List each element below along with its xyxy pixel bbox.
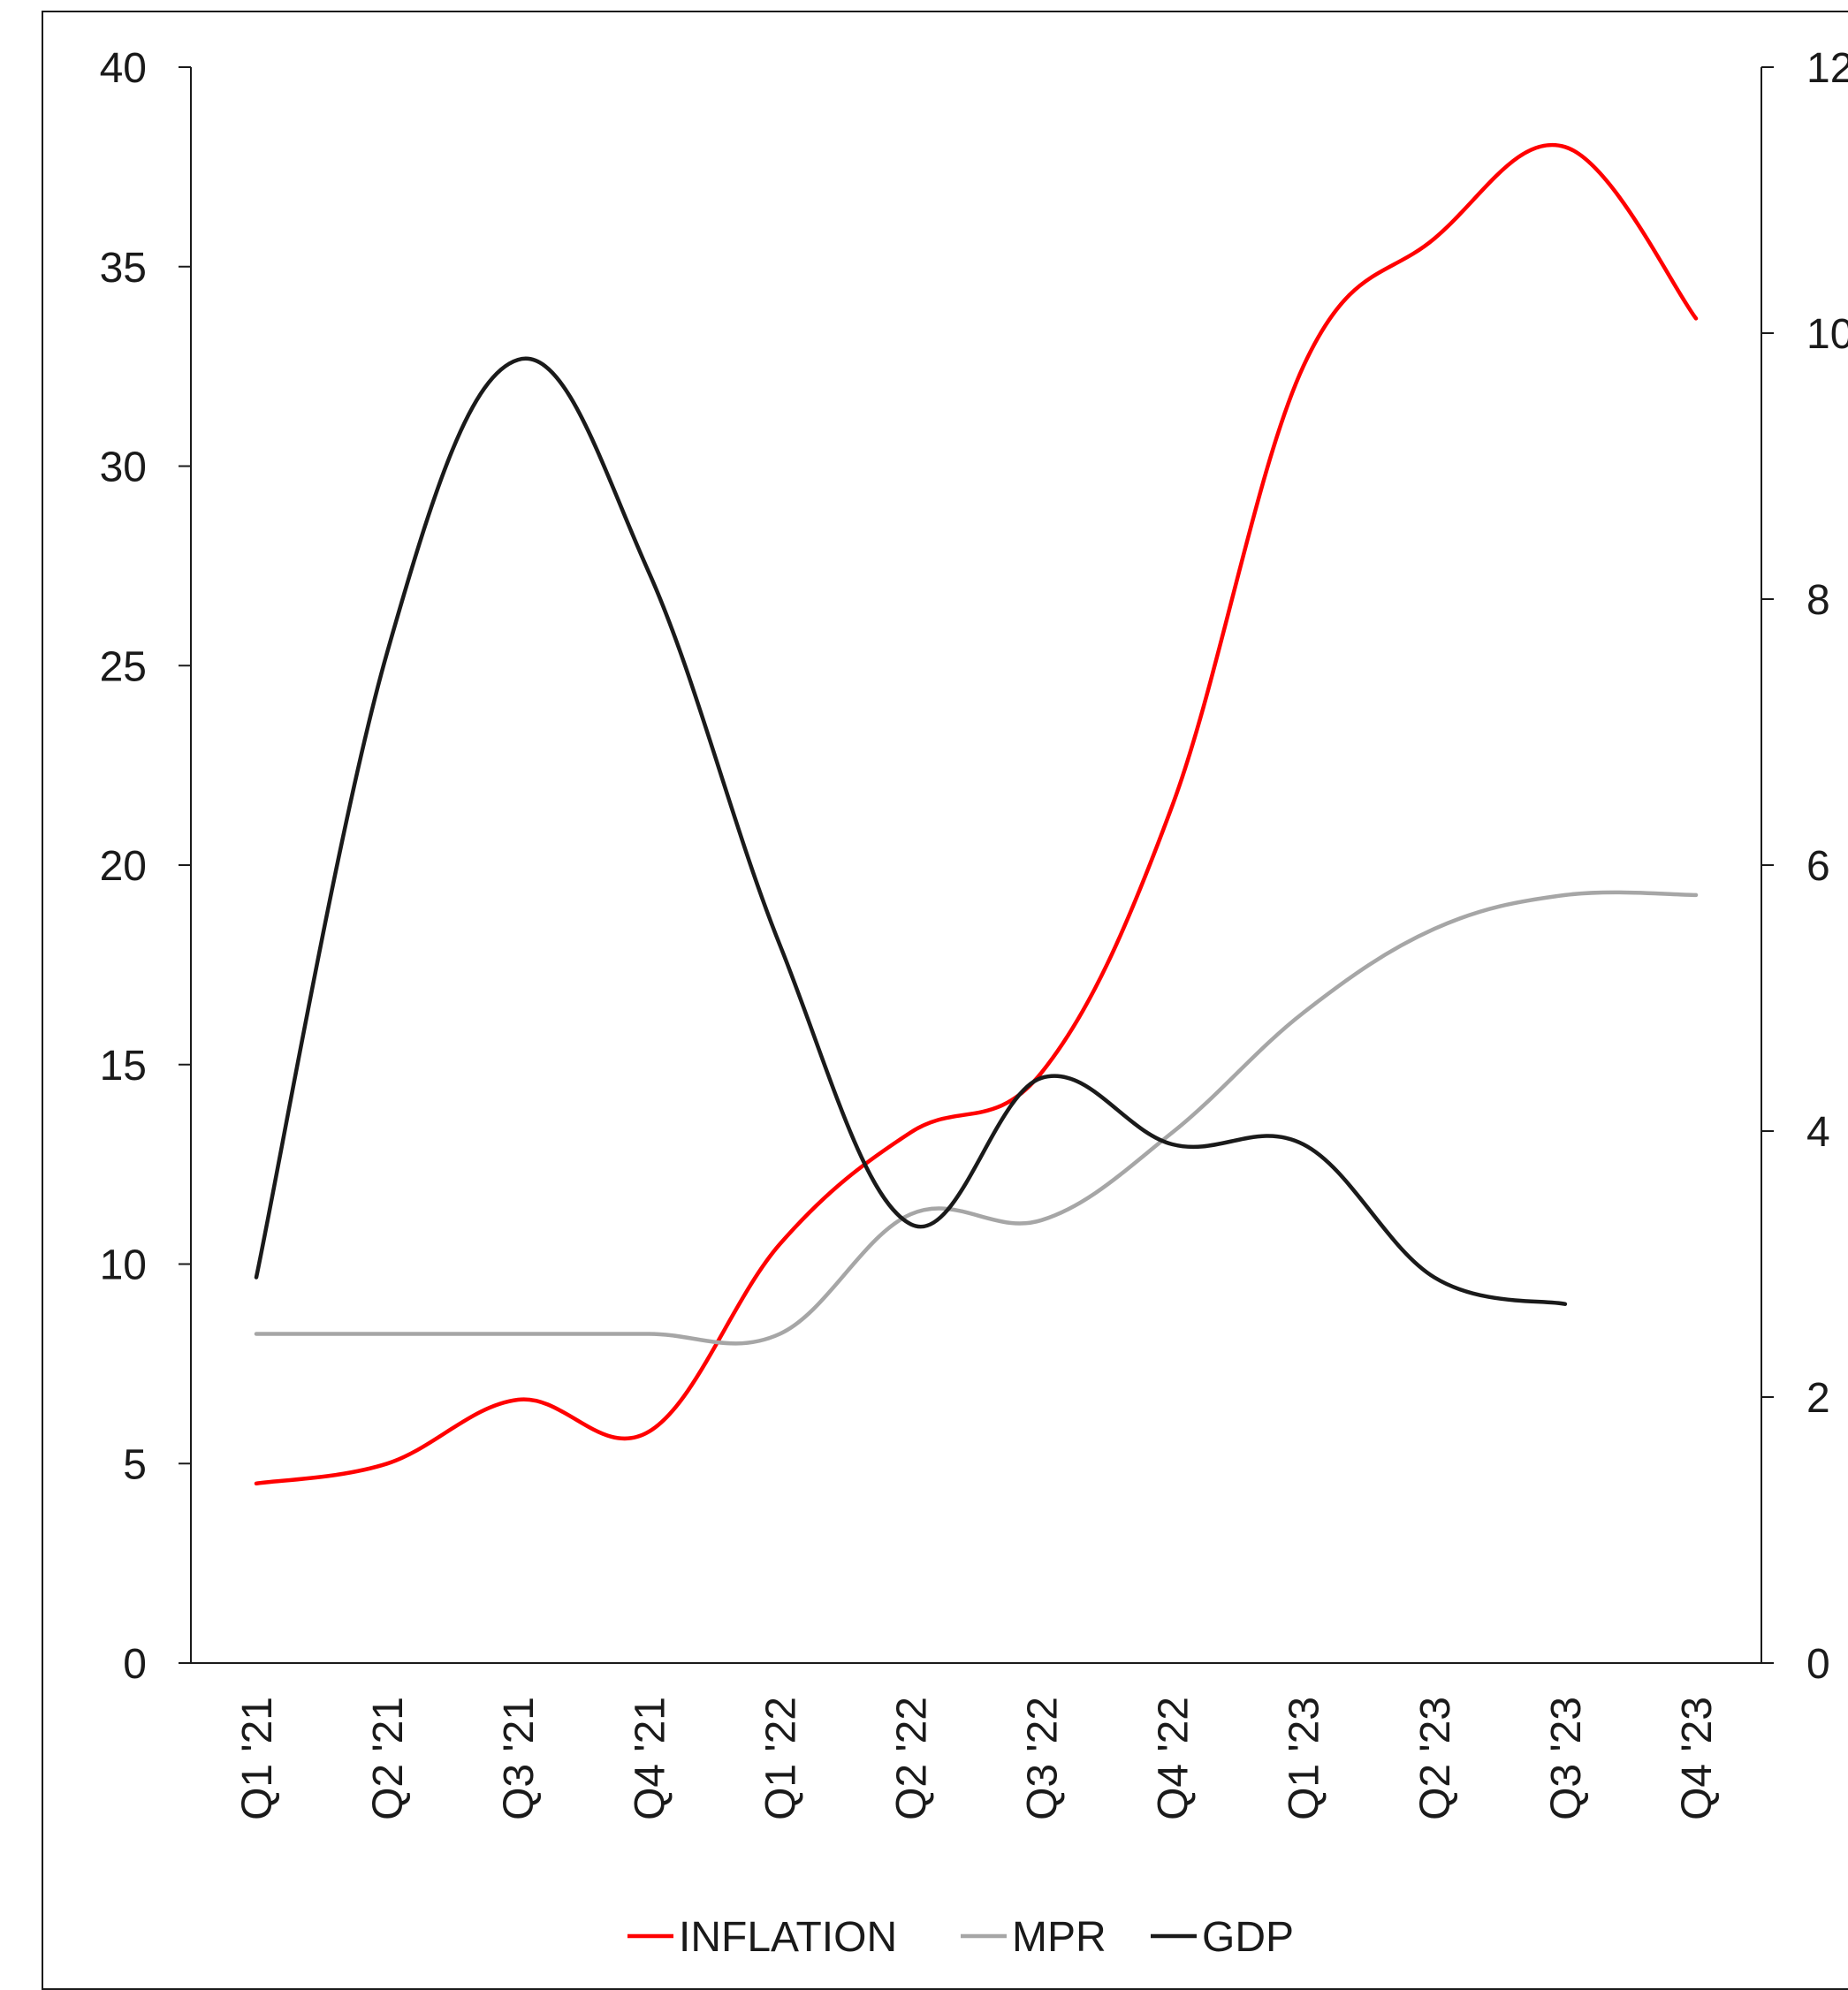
y-right-tick-label: 10	[1806, 311, 1848, 358]
y-left-tick-label: 25	[100, 643, 147, 690]
x-tick-label: Q3 '21	[496, 1697, 543, 1820]
y-left-tick-label: 0	[123, 1641, 147, 1688]
x-tick-label: Q2 '22	[888, 1697, 935, 1820]
x-tick-label: Q4 '23	[1674, 1697, 1721, 1820]
x-tick-label: Q3 '23	[1543, 1697, 1590, 1820]
series-line-mpr	[254, 890, 1699, 1346]
legend-label-mpr: MPR	[1012, 1914, 1107, 1961]
legend-label-gdp: GDP	[1202, 1914, 1294, 1961]
y-left-tick-label: 5	[123, 1441, 147, 1488]
x-tick-label: Q2 '23	[1412, 1697, 1459, 1820]
legend-label-inflation: INFLATION	[679, 1914, 897, 1961]
axes: 0 5 10 15 20 25 30 35 40 0 2 4 6 8 10 12 Q1 '21 Q2 '21 Q3 …	[100, 45, 1848, 1820]
x-tick-label: Q1 '23	[1281, 1697, 1328, 1820]
y-left-tick-label: 20	[100, 843, 147, 890]
y-left-tick-label: 40	[100, 45, 147, 92]
series-layer	[254, 142, 1699, 1486]
y-right-tick-label: 4	[1806, 1109, 1830, 1156]
series-line-gdp	[254, 356, 1568, 1306]
legend: INFLATION MPR GDP	[627, 1914, 1294, 1961]
x-tick-label: Q3 '22	[1020, 1697, 1067, 1820]
y-right-tick-label: 2	[1806, 1375, 1830, 1422]
y-left-tick-label: 30	[100, 444, 147, 491]
y-right-tick-label: 12	[1806, 45, 1848, 92]
x-tick-label: Q1 '22	[757, 1697, 804, 1820]
y-right-tick-label: 8	[1806, 577, 1830, 624]
y-left-tick-label: 10	[100, 1242, 147, 1289]
x-tick-label: Q4 '21	[627, 1697, 673, 1820]
y-left-tick-label: 15	[100, 1043, 147, 1090]
y-right-tick-label: 0	[1806, 1641, 1830, 1688]
x-tick-label: Q2 '21	[365, 1697, 412, 1820]
y-left-tick-label: 35	[100, 245, 147, 292]
series-line-inflation	[254, 142, 1699, 1486]
x-tick-label: Q4 '22	[1151, 1697, 1198, 1820]
x-tick-label: Q1 '21	[234, 1697, 281, 1820]
y-right-tick-label: 6	[1806, 843, 1830, 890]
